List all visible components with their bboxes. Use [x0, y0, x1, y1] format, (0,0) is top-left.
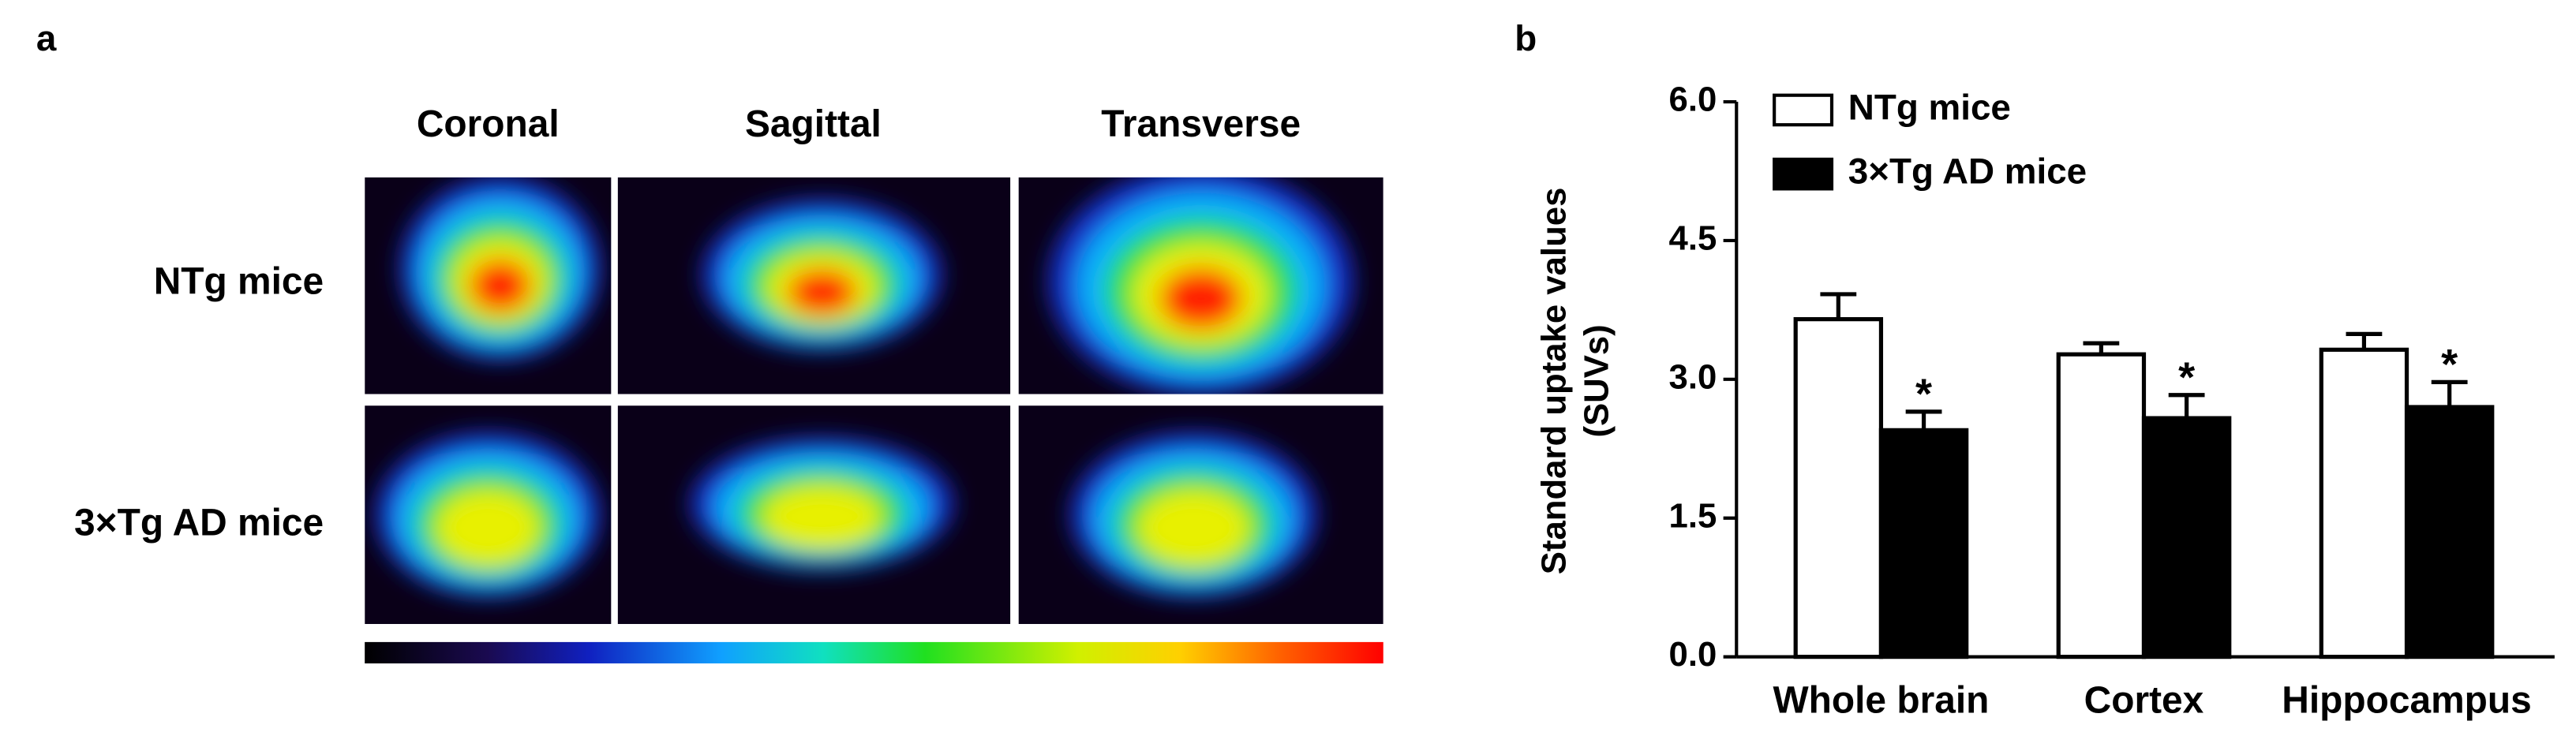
bar — [2404, 405, 2495, 659]
y-tick-label: 3.0 — [1669, 357, 1717, 396]
view-label: Transverse — [1101, 103, 1301, 145]
intensity-blob — [787, 269, 856, 316]
intensity-blob — [762, 484, 882, 550]
image-blobs — [1049, 177, 1353, 394]
panel-label: b — [1515, 18, 1537, 58]
pet-image — [1018, 177, 1383, 394]
intensity-blob — [470, 260, 531, 312]
x-tick-label: Hippocampus — [2282, 680, 2531, 722]
y-axis-label: Standard uptake values (SUVs) — [1534, 188, 1616, 575]
view-label: Coronal — [417, 103, 560, 145]
bar — [2056, 352, 2147, 659]
image-blobs — [400, 177, 600, 360]
image-blobs — [691, 438, 953, 570]
legend-swatch — [1773, 157, 1834, 191]
bar — [2141, 416, 2232, 659]
significance-marker: * — [1915, 370, 1932, 417]
pet-image — [365, 405, 612, 624]
pet-image — [1018, 405, 1383, 624]
y-axis-label-line: Standard uptake values — [1534, 188, 1573, 575]
bar-chart: 0.0 1.5 3.0 4.5 6.0 Standard uptake values (SU… — [1534, 80, 2555, 722]
y-tick-label: 1.5 — [1669, 496, 1717, 535]
pet-images — [365, 177, 1383, 624]
image-blobs — [376, 432, 600, 597]
intensity-blob — [1159, 267, 1242, 330]
y-tick-label: 0.0 — [1669, 635, 1717, 674]
y-tick-label: 6.0 — [1669, 80, 1717, 119]
color-scale-bar — [365, 641, 1383, 663]
significance-marker: * — [2178, 353, 2195, 401]
y-tick-label: 4.5 — [1669, 219, 1717, 257]
row-label: 3×Tg AD mice — [74, 503, 324, 544]
significance-marker: * — [2441, 341, 2458, 388]
legend-label: 3×Tg AD mice — [1848, 151, 2087, 192]
legend-swatch — [1773, 93, 1834, 127]
view-label: Sagittal — [745, 103, 882, 145]
bar — [1878, 428, 1969, 659]
bar — [1793, 317, 1884, 659]
x-tick-label: Cortex — [2084, 680, 2204, 722]
bar — [2319, 347, 2409, 659]
row-label: NTg mice — [154, 261, 324, 303]
image-blobs — [1071, 432, 1316, 597]
legend-label: NTg mice — [1848, 88, 2011, 128]
x-tick-label: Whole brain — [1773, 680, 1990, 722]
pet-image — [617, 405, 1011, 624]
intensity-blob — [435, 489, 541, 567]
image-blobs — [702, 200, 942, 350]
y-axis-label-line: (SUVs) — [1577, 324, 1616, 437]
pet-image — [365, 177, 612, 394]
panel-label: a — [36, 18, 57, 58]
pet-image — [617, 177, 1011, 394]
intensity-blob — [1136, 489, 1251, 567]
